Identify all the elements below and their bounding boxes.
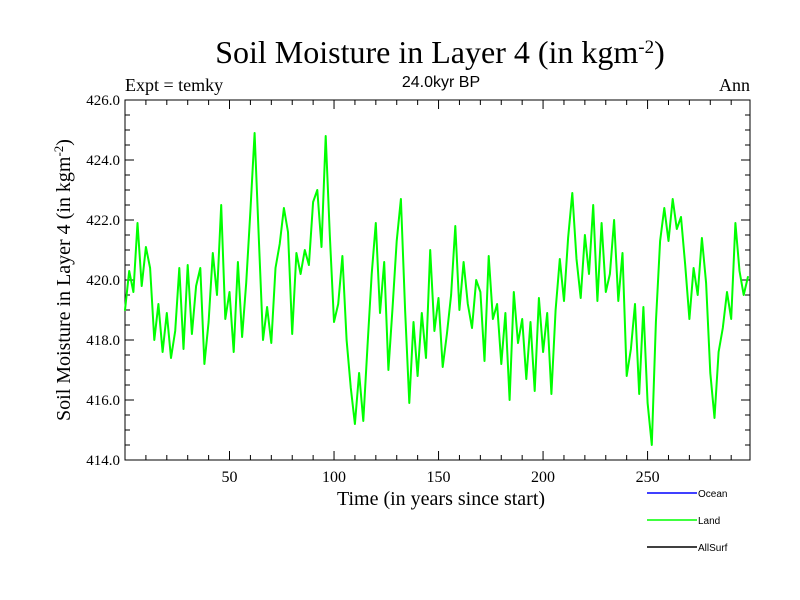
- chart-title-main: Soil Moisture in Layer 4 (in kgm: [215, 34, 638, 70]
- y-tick-label: 416.0: [86, 393, 120, 409]
- x-tick-label: 250: [636, 469, 660, 486]
- series-line-land: [124, 132, 749, 446]
- legend-label-allsurf: AllSurf: [698, 543, 728, 554]
- chart-title-superscript: -2: [638, 37, 654, 58]
- y-tick-label: 426.0: [86, 93, 120, 109]
- y-tick-label: 424.0: [86, 153, 120, 169]
- x-axis-label: Time (in years since start): [337, 488, 545, 510]
- chart-subtitle: 24.0kyr BP: [402, 74, 480, 91]
- y-tick-label: 422.0: [86, 213, 120, 229]
- axis-ticks: [125, 99, 750, 461]
- y-axis-label-main: Soil Moisture in Layer 4 (in kgm: [53, 156, 75, 421]
- y-tick-label: 420.0: [86, 273, 120, 289]
- legend-label-ocean: Ocean: [698, 489, 727, 500]
- y-axis-label-superscript: -2: [51, 146, 66, 157]
- experiment-label: Expt = temky: [125, 75, 223, 95]
- chart-legend: Ocean Land AllSurf: [647, 489, 728, 554]
- axis-tick-labels: 50 100 150 200 250 414.0 416.0 418.0 420.0 422.0 4…: [86, 93, 659, 486]
- x-tick-label: 200: [531, 469, 555, 486]
- svg-text:Soil Moisture in Layer 4 (in k: Soil Moisture in Layer 4 (in kgm-2): [215, 34, 665, 70]
- y-tick-label: 418.0: [86, 333, 120, 349]
- legend-label-land: Land: [698, 516, 720, 527]
- x-tick-label: 100: [322, 469, 346, 486]
- season-label: Ann: [719, 75, 750, 95]
- y-tick-label: 414.0: [86, 453, 120, 469]
- y-axis-label-close: ): [53, 139, 75, 146]
- y-axis-label: Soil Moisture in Layer 4 (in kgm-2): [51, 139, 76, 421]
- plot-frame: [124, 99, 751, 461]
- chart-title-close: ): [654, 34, 665, 70]
- x-tick-label: 150: [427, 469, 451, 486]
- x-tick-label: 50: [222, 469, 238, 486]
- chart-title: Soil Moisture in Layer 4 (in kgm-2): [215, 34, 665, 70]
